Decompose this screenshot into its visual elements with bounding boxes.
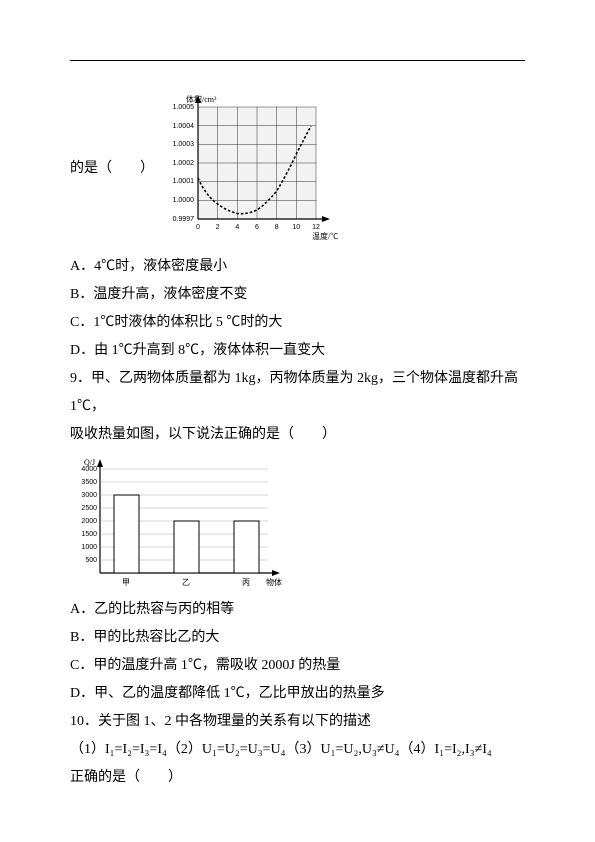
q8-choice-c: C．1℃时液体的体积比 5 ℃时的大 bbox=[70, 309, 525, 337]
q9-stem-2: 吸收热量如图，以下说法正确的是（ ） bbox=[70, 421, 525, 449]
svg-text:1.0002: 1.0002 bbox=[173, 160, 195, 167]
svg-text:体积/cm³: 体积/cm³ bbox=[186, 94, 217, 104]
svg-text:1.0004: 1.0004 bbox=[173, 123, 195, 130]
q9-chart: 500 1000 1500 2000 2500 3000 3500 4000 甲… bbox=[70, 455, 525, 590]
q8-choice-b: B．温度升高，液体密度不变 bbox=[70, 281, 525, 309]
svg-text:Q/J: Q/J bbox=[84, 458, 95, 467]
q10-stem: 10．关于图 1、2 中各物理量的关系有以下的描述 bbox=[70, 708, 525, 736]
svg-text:1000: 1000 bbox=[81, 544, 97, 551]
svg-text:4000: 4000 bbox=[81, 466, 97, 473]
q10-opts: （1）I₁=I₂=I₃=I₄（2）U₁=U₂=U₃=U₄（3）U₁=U₂,U₃≠… bbox=[70, 736, 525, 764]
q9-stem-1: 9．甲、乙两物体质量都为 1kg，丙物体质量为 2kg，三个物体温度都升高 1℃… bbox=[70, 365, 525, 421]
svg-text:0.9997: 0.9997 bbox=[173, 216, 195, 223]
svg-text:1.0003: 1.0003 bbox=[173, 141, 195, 148]
q9-choice-d: D．甲、乙的温度都降低 1℃，乙比甲放出的热量多 bbox=[70, 680, 525, 708]
q8-row: 的是（ ） bbox=[70, 91, 525, 243]
svg-text:丙: 丙 bbox=[242, 578, 250, 587]
svg-text:温度/℃: 温度/℃ bbox=[312, 231, 338, 241]
svg-text:3000: 3000 bbox=[81, 492, 97, 499]
svg-text:500: 500 bbox=[85, 557, 97, 564]
svg-text:乙: 乙 bbox=[182, 578, 190, 587]
q8-chart: 0.9997 1.0000 1.0001 1.0002 1.0003 1.000… bbox=[154, 91, 339, 243]
top-rule bbox=[70, 60, 525, 61]
svg-text:2000: 2000 bbox=[81, 518, 97, 525]
svg-text:3500: 3500 bbox=[81, 479, 97, 486]
svg-text:1.0005: 1.0005 bbox=[173, 104, 195, 111]
svg-text:0: 0 bbox=[196, 224, 200, 231]
q9-choice-b: B．甲的比热容比乙的大 bbox=[70, 624, 525, 652]
svg-text:甲: 甲 bbox=[122, 578, 130, 587]
q9-choice-c: C．甲的温度升高 1℃，需吸收 2000J 的热量 bbox=[70, 652, 525, 680]
svg-text:2: 2 bbox=[216, 224, 220, 231]
svg-text:10: 10 bbox=[292, 224, 300, 231]
svg-text:8: 8 bbox=[275, 224, 279, 231]
svg-text:1500: 1500 bbox=[81, 531, 97, 538]
svg-text:1.0000: 1.0000 bbox=[173, 197, 195, 204]
svg-text:4: 4 bbox=[235, 224, 239, 231]
q9-choice-a: A．乙的比热容与丙的相等 bbox=[70, 596, 525, 624]
q10-tail: 正确的是（ ） bbox=[70, 764, 525, 792]
svg-text:1.0001: 1.0001 bbox=[173, 178, 195, 185]
svg-text:物体: 物体 bbox=[266, 577, 282, 587]
svg-text:2500: 2500 bbox=[81, 505, 97, 512]
q8-choice-d: D．由 1℃升高到 8℃，液体体积一直变大 bbox=[70, 337, 525, 365]
svg-text:12: 12 bbox=[312, 224, 320, 231]
svg-text:6: 6 bbox=[255, 224, 259, 231]
q8-choice-a: A．4℃时，液体密度最小 bbox=[70, 253, 525, 281]
q8-stem: 的是（ ） bbox=[70, 155, 154, 243]
